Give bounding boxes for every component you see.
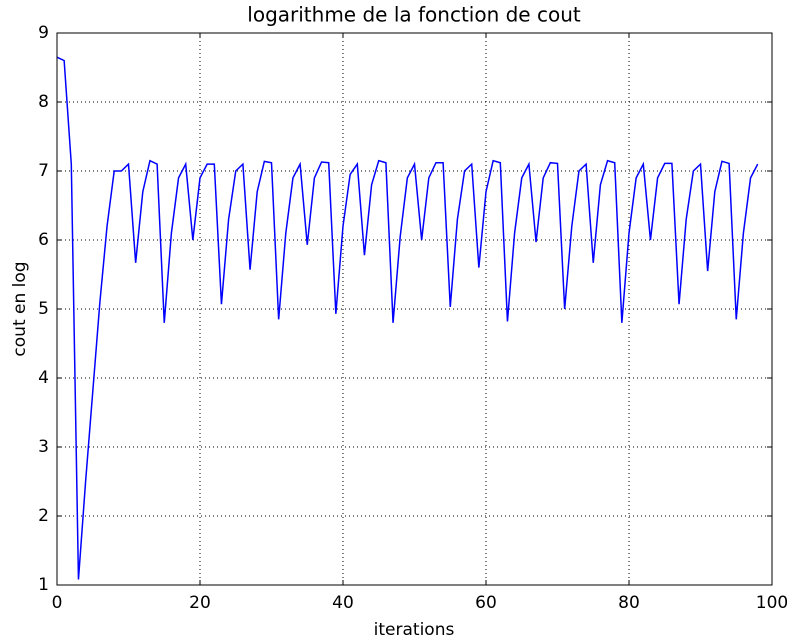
y-tick-label: 4 [38, 368, 49, 388]
x-tick-label: 60 [475, 593, 497, 613]
x-tick-label: 100 [756, 593, 788, 613]
y-tick-label: 7 [38, 161, 49, 181]
y-axis-label: cout en log [10, 261, 30, 356]
y-tick-label: 2 [38, 506, 49, 526]
x-tick-label: 20 [189, 593, 211, 613]
chart-title: logarithme de la fonction de cout [247, 3, 581, 27]
y-tick-label: 9 [38, 23, 49, 43]
x-tick-label: 0 [52, 593, 63, 613]
x-tick-label: 80 [618, 593, 640, 613]
y-tick-label: 1 [38, 575, 49, 595]
plot-frame [56, 32, 773, 586]
data-line [56, 56, 759, 580]
y-tick-label: 3 [38, 437, 49, 457]
x-axis-label: iterations [374, 620, 455, 640]
y-tick-label: 8 [38, 92, 49, 112]
y-tick-label: 6 [38, 230, 49, 250]
y-tick-label: 5 [38, 299, 49, 319]
x-tick-label: 40 [332, 593, 354, 613]
